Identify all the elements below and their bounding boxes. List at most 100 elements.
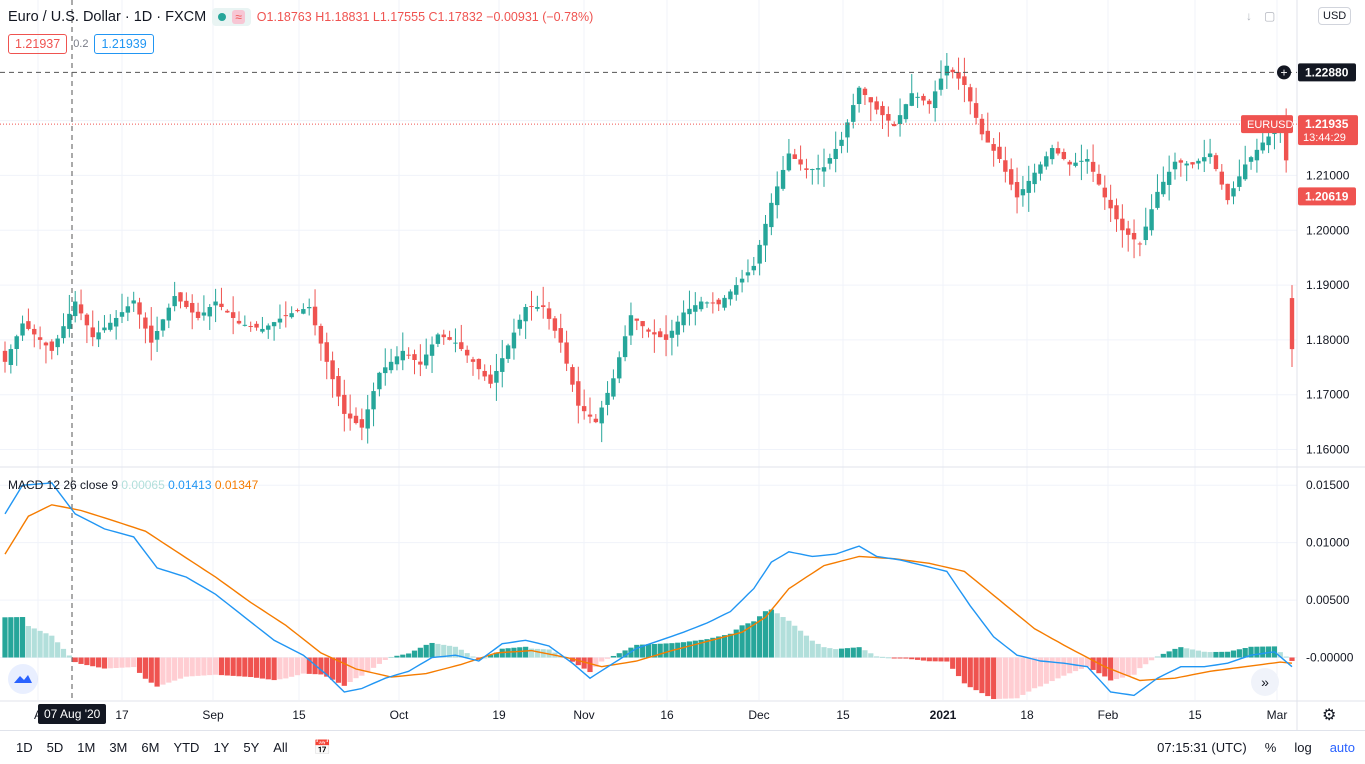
- market-status-pill[interactable]: ≈: [212, 8, 251, 26]
- price-tick-label: 1.19000: [1306, 278, 1350, 292]
- macd-histogram-bar: [359, 657, 365, 676]
- open-value: O1.18763: [256, 10, 312, 24]
- range-3m[interactable]: 3M: [109, 740, 128, 755]
- time-tick-label: 18: [1020, 708, 1034, 722]
- macd-histogram-bar: [283, 657, 289, 679]
- scroll-right-icon[interactable]: »: [1251, 668, 1279, 696]
- gear-icon[interactable]: ⚙: [1322, 707, 1337, 724]
- candle-body: [37, 337, 43, 340]
- candle-body: [301, 309, 306, 314]
- macd-histogram-bar: [1131, 657, 1137, 675]
- macd-histogram-bar: [1225, 651, 1231, 658]
- crosshair-date-label: 07 Aug '20: [38, 704, 107, 724]
- arrow-down-icon[interactable]: ↓: [1246, 9, 1252, 23]
- time-tick-label: Oct: [390, 708, 409, 722]
- candle-body: [1120, 218, 1125, 231]
- tradingview-logo-icon[interactable]: [8, 664, 38, 694]
- macd-histogram-bar: [528, 648, 535, 658]
- candle-body: [862, 88, 868, 96]
- candle-body: [1026, 180, 1031, 193]
- macd-histogram-bar: [1061, 657, 1067, 676]
- candle-body: [1213, 155, 1219, 170]
- candle-body: [14, 336, 19, 349]
- macd-histogram-bar: [60, 648, 67, 658]
- chart-canvas[interactable]: 1.16000 1.17000 1.18000 1.19000 1.20000 1.210…: [0, 0, 1365, 730]
- macd-histogram-bar: [376, 657, 382, 664]
- candle-body: [511, 332, 517, 349]
- macd-histogram-bar: [1242, 648, 1248, 658]
- calendar-icon[interactable]: 📅: [313, 739, 332, 755]
- macd-histogram-bar: [189, 657, 195, 677]
- spread-value: 0.2: [73, 38, 89, 50]
- macd-tick-label: 0.00500: [1306, 593, 1350, 607]
- macd-histogram-bar: [1230, 650, 1237, 658]
- range-1y[interactable]: 1Y: [213, 740, 230, 755]
- candle-body: [968, 87, 973, 102]
- candle-body: [675, 321, 680, 335]
- macd-histogram-bar: [406, 653, 412, 658]
- macd-histogram-bar: [435, 643, 441, 658]
- range-5y[interactable]: 5Y: [243, 740, 260, 755]
- macd-histogram-bar: [236, 657, 242, 677]
- candle-body: [546, 308, 552, 319]
- macd-histogram-bar: [353, 657, 359, 679]
- candle-body: [739, 278, 745, 283]
- macd-histogram-bar: [136, 657, 143, 673]
- macd-legend-name[interactable]: MACD 12 26 close 9: [8, 478, 119, 492]
- candle-body: [73, 301, 78, 317]
- macd-histogram-bar: [803, 635, 810, 658]
- macd-histogram-bar: [265, 657, 271, 680]
- auto-toggle[interactable]: auto: [1329, 740, 1355, 755]
- range-1m[interactable]: 1M: [77, 740, 96, 755]
- macd-histogram-bar: [1113, 657, 1120, 680]
- macd-histogram-bar: [762, 611, 769, 658]
- currency-button[interactable]: USD: [1318, 7, 1352, 25]
- candle-body: [371, 391, 376, 410]
- candle-body: [266, 325, 271, 330]
- macd-histogram-bar: [177, 657, 184, 679]
- range-all[interactable]: All: [273, 740, 288, 755]
- candle-body: [1225, 183, 1230, 201]
- time-tick-label: 16: [660, 708, 674, 722]
- macd-histogram-bar: [72, 657, 78, 663]
- candle-body: [698, 301, 704, 310]
- candle-body: [1126, 228, 1131, 235]
- candle-body: [956, 72, 961, 79]
- fullscreen-icon[interactable]: ▢: [1264, 9, 1276, 23]
- log-toggle[interactable]: log: [1294, 740, 1312, 755]
- range-5d[interactable]: 5D: [46, 740, 64, 755]
- candle-body: [541, 305, 546, 308]
- candle-body: [172, 296, 177, 307]
- candle-body: [979, 118, 985, 135]
- symbol-title[interactable]: Euro / U.S. Dollar · 1D · FXCM: [8, 9, 207, 25]
- candle-body: [353, 415, 359, 424]
- macd-legend: MACD 12 26 close 9 0.00065 0.01413 0.013…: [8, 478, 258, 492]
- clock-time[interactable]: 07:15:31 (UTC): [1157, 740, 1247, 755]
- macd-histogram-bar: [505, 648, 511, 658]
- macd-histogram-bar: [581, 657, 587, 669]
- ask-button[interactable]: 1.21939: [94, 34, 154, 54]
- macd-histogram-bar: [14, 617, 20, 658]
- candle-body: [441, 334, 446, 338]
- range-1d[interactable]: 1D: [16, 740, 33, 755]
- percent-toggle[interactable]: %: [1264, 740, 1277, 755]
- bid-button[interactable]: 1.21937: [8, 34, 68, 54]
- macd-histogram-bar: [1160, 653, 1166, 658]
- macd-histogram-bar: [622, 650, 628, 658]
- macd-histogram-bar: [1178, 647, 1184, 658]
- range-ytd[interactable]: YTD: [173, 740, 200, 755]
- candle-body: [599, 407, 604, 424]
- candle-body: [833, 148, 838, 160]
- candle-body: [517, 319, 522, 329]
- candle-body: [1014, 182, 1020, 198]
- macd-legend-hist: 0.00065: [121, 478, 165, 492]
- candle-body: [505, 345, 511, 359]
- candle-body: [1003, 160, 1008, 172]
- candle-body: [839, 139, 844, 146]
- macd-histogram-bar: [31, 628, 37, 658]
- macd-histogram-bar: [447, 645, 453, 658]
- candle-body: [915, 96, 920, 98]
- macd-histogram-bar: [400, 654, 406, 658]
- range-6m[interactable]: 6M: [141, 740, 160, 755]
- candle-body: [84, 314, 90, 326]
